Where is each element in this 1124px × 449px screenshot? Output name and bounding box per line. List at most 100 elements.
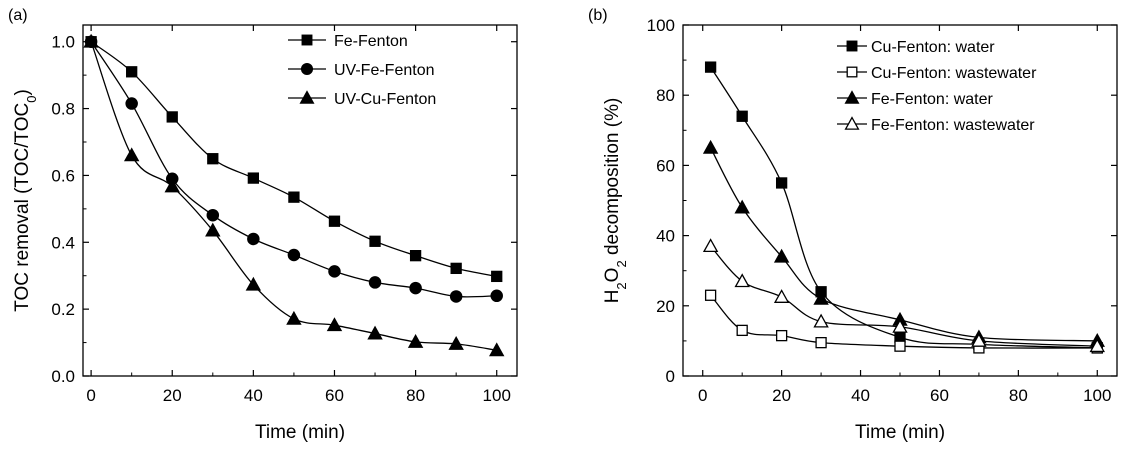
data-point <box>205 222 221 237</box>
legend-label: Cu-Fenton: wastewater <box>871 65 1037 82</box>
legend-label: Fe-Fenton: water <box>871 91 994 108</box>
series-0 <box>85 36 503 283</box>
data-point <box>894 340 906 352</box>
data-point <box>286 310 302 325</box>
data-point <box>704 289 717 301</box>
data-point <box>83 33 99 48</box>
data-point <box>775 329 788 342</box>
series-1 <box>84 35 503 303</box>
x-tick-label: 60 <box>930 386 949 405</box>
y-tick-label: 20 <box>656 297 675 316</box>
x-tick-label: 100 <box>1083 386 1111 405</box>
data-point <box>736 110 748 122</box>
x-tick-label: 100 <box>483 386 511 405</box>
y-tick-label: 0.6 <box>51 166 75 185</box>
legend-marker <box>299 90 315 104</box>
x-tick-label: 80 <box>1009 386 1028 405</box>
y-tick-label: 0.2 <box>51 300 75 319</box>
y-tick-label: 0.8 <box>51 100 75 119</box>
y-tick-label: 1.0 <box>51 33 75 52</box>
data-point <box>288 191 300 203</box>
legend-marker <box>846 66 858 78</box>
series-line <box>90 41 497 278</box>
data-point <box>489 342 505 357</box>
data-point <box>813 290 829 305</box>
data-point <box>773 289 790 303</box>
x-tick-label: 40 <box>244 386 263 405</box>
data-point <box>368 276 382 289</box>
data-point <box>369 235 381 247</box>
data-point <box>736 324 748 337</box>
data-point <box>328 265 341 278</box>
data-point <box>448 335 464 350</box>
x-tick-label: 60 <box>325 386 344 405</box>
legend-label: UV-Fe-Fenton <box>334 62 434 79</box>
legend-marker <box>846 40 858 52</box>
y-tick-label: 80 <box>656 86 675 105</box>
data-point <box>207 153 219 165</box>
data-point <box>971 332 987 347</box>
y-tick-label: 60 <box>656 156 675 175</box>
legend: Cu-Fenton: water Cu-Fenton: wastewater Fe-… <box>837 39 1037 134</box>
series-line <box>710 147 1098 342</box>
y-axis-title: H2O2 decomposition (%) <box>602 98 629 304</box>
data-point <box>206 208 220 222</box>
x-tick-label: 0 <box>698 386 707 405</box>
data-point <box>409 281 422 295</box>
legend-label: UV-Cu-Fenton <box>334 91 436 108</box>
data-point <box>815 337 827 349</box>
legend-marker <box>844 90 860 104</box>
data-point <box>449 290 463 303</box>
data-point <box>450 262 462 275</box>
data-point <box>702 238 719 253</box>
data-point <box>164 178 180 193</box>
y-axis-title: TOC removal (TOC/TOC0) <box>12 89 39 312</box>
data-point <box>326 317 343 332</box>
plot-frame <box>82 24 518 377</box>
data-point <box>773 248 790 263</box>
data-point <box>734 273 750 288</box>
x-tick-label: 0 <box>86 386 95 405</box>
series-2 <box>702 139 1105 347</box>
x-axis-title: Time (min) <box>255 422 345 443</box>
chart-panel-a: (a) 0 20 40 60 80 100 0.0 0.2 0.4 0.6 0.8 1.0 Time (m… <box>8 7 518 443</box>
data-point <box>490 289 503 303</box>
data-point <box>367 325 383 340</box>
data-point <box>125 97 138 110</box>
y-tick-label: 100 <box>647 16 675 35</box>
panel-label: (b) <box>588 7 608 24</box>
data-point <box>328 215 341 227</box>
legend-marker <box>301 34 313 46</box>
data-point <box>702 139 719 154</box>
data-point <box>734 199 750 214</box>
x-tick-label: 40 <box>851 386 870 405</box>
y-tick-label: 40 <box>656 227 675 246</box>
legend-label: Cu-Fenton: water <box>871 39 995 56</box>
series-line <box>710 66 1098 349</box>
data-point <box>1089 338 1105 353</box>
data-point <box>407 333 424 348</box>
chart-panel-b: (b) 0 20 40 60 80 100 0 20 40 60 80 100 Time (min) H2O… <box>588 7 1118 443</box>
legend: Fe-Fenton UV-Fe-Fenton UV-Cu-Fenton <box>288 33 436 108</box>
data-point <box>813 313 829 328</box>
data-point <box>166 111 178 123</box>
legend-marker <box>844 116 860 130</box>
y-tick-label: 0.0 <box>51 367 75 386</box>
x-tick-label: 80 <box>406 386 425 405</box>
x-tick-label: 20 <box>163 386 182 405</box>
y-tick-label: 0.4 <box>51 233 75 252</box>
data-point <box>491 270 503 283</box>
x-axis-title: Time (min) <box>855 422 945 443</box>
data-point <box>287 248 301 262</box>
data-point <box>123 147 140 162</box>
data-point <box>245 276 262 291</box>
legend-label: Fe-Fenton: wastewater <box>871 117 1035 134</box>
series-line <box>90 41 497 351</box>
y-tick-label: 0 <box>666 367 675 386</box>
legend-marker <box>300 62 314 76</box>
x-tick-label: 20 <box>772 386 791 405</box>
series-2 <box>83 33 505 357</box>
data-point <box>247 232 260 246</box>
data-point <box>775 177 788 189</box>
